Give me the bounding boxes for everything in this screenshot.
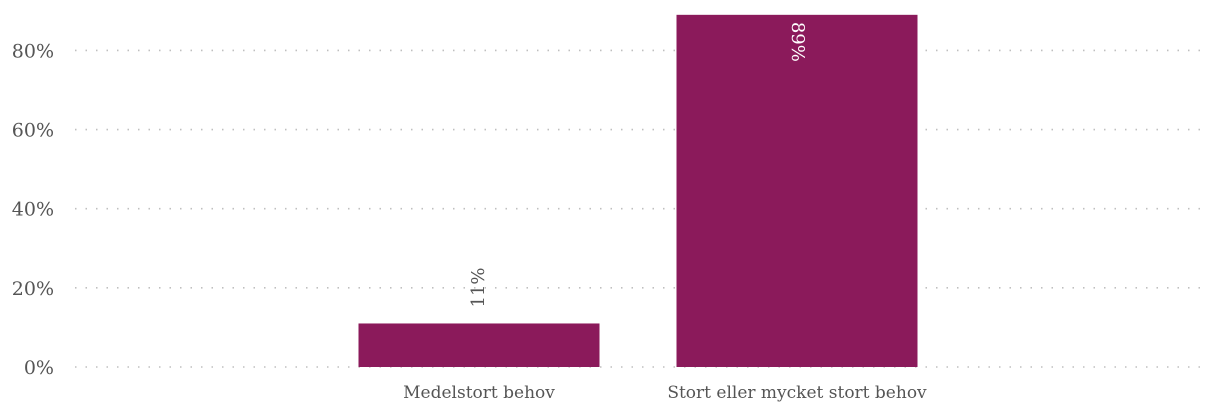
y-tick-label: 40% [12,199,54,221]
x-category-label: Medelstort behov [403,383,555,403]
gridlines [75,49,1207,368]
x-category-label: Stort eller mycket stort behov [667,383,927,403]
y-tick-label: 60% [12,120,54,142]
y-tick-label: 20% [12,278,54,300]
data-label: 89% [787,22,808,62]
data-label: 11% [468,267,489,307]
y-axis-ticks: 0% 20% 40% 60% 80% [12,40,54,379]
x-axis-labels: Medelstort behov Stort eller mycket stort… [403,383,927,403]
bar [358,323,600,367]
bar [676,14,918,368]
y-tick-label: 80% [12,40,54,62]
y-tick-label: 0% [24,357,54,379]
bars: 11% 89% [358,14,918,368]
